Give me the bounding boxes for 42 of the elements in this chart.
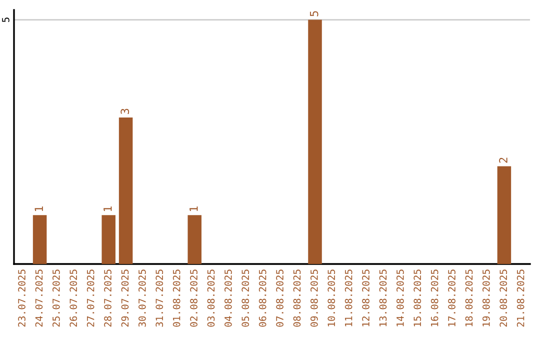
x-tick-label: 13.08.2025 [379,270,387,326]
data-label: 3 [120,108,130,114]
x-tick-label: 15.08.2025 [414,270,422,326]
x-tick-label: 19.08.2025 [482,270,490,326]
x-tick-label: 04.08.2025 [224,270,232,327]
x-tick-label: 28.07.2025 [104,270,112,327]
x-tick-label: 05.08.2025 [242,270,250,327]
x-tick-label: 18.08.2025 [465,270,473,326]
bar [188,215,202,264]
x-tick-label: 20.08.2025 [500,270,508,327]
x-tick-label: 02.08.2025 [190,270,198,327]
bar [102,215,116,264]
x-tick-label: 16.08.2025 [430,270,438,326]
x-tick-label: 30.07.2025 [138,270,146,327]
x-tick-label: 10.08.2025 [328,270,336,326]
x-tick-label: 17.08.2025 [448,270,456,326]
data-label: 2 [499,158,508,163]
x-tick-label: 06.08.2025 [258,270,266,327]
bar [308,20,322,264]
x-tick-label: 23.07.2025 [18,270,26,327]
x-tick-label: 11.08.2025 [344,270,352,326]
x-tick-label: 01.08.2025 [172,270,180,327]
x-tick-label: 25.07.2025 [52,270,60,327]
bar [32,215,47,264]
x-tick-label: 08.08.2025 [293,270,301,327]
bar [497,166,512,264]
x-tick-label: 31.07.2025 [156,270,164,327]
bar [118,117,133,264]
x-tick-label: 14.08.2025 [396,270,404,326]
x-tick-label: 29.07.2025 [121,270,129,327]
data-label: 1 [190,206,198,212]
x-tick-label: 21.08.2025 [516,270,524,327]
x-tick-label: 03.08.2025 [207,270,215,327]
data-label: 1 [104,206,112,212]
x-tick-label: 09.08.2025 [310,270,318,327]
x-tick-label: 07.08.2025 [276,270,284,327]
data-label: 5 [310,11,318,16]
data-label: 1 [34,206,43,212]
x-tick-label: 12.08.2025 [362,270,370,326]
x-tick-label: 24.07.2025 [35,270,43,327]
x-tick-label: 27.07.2025 [86,270,94,327]
x-tick-label: 26.07.2025 [70,270,78,327]
